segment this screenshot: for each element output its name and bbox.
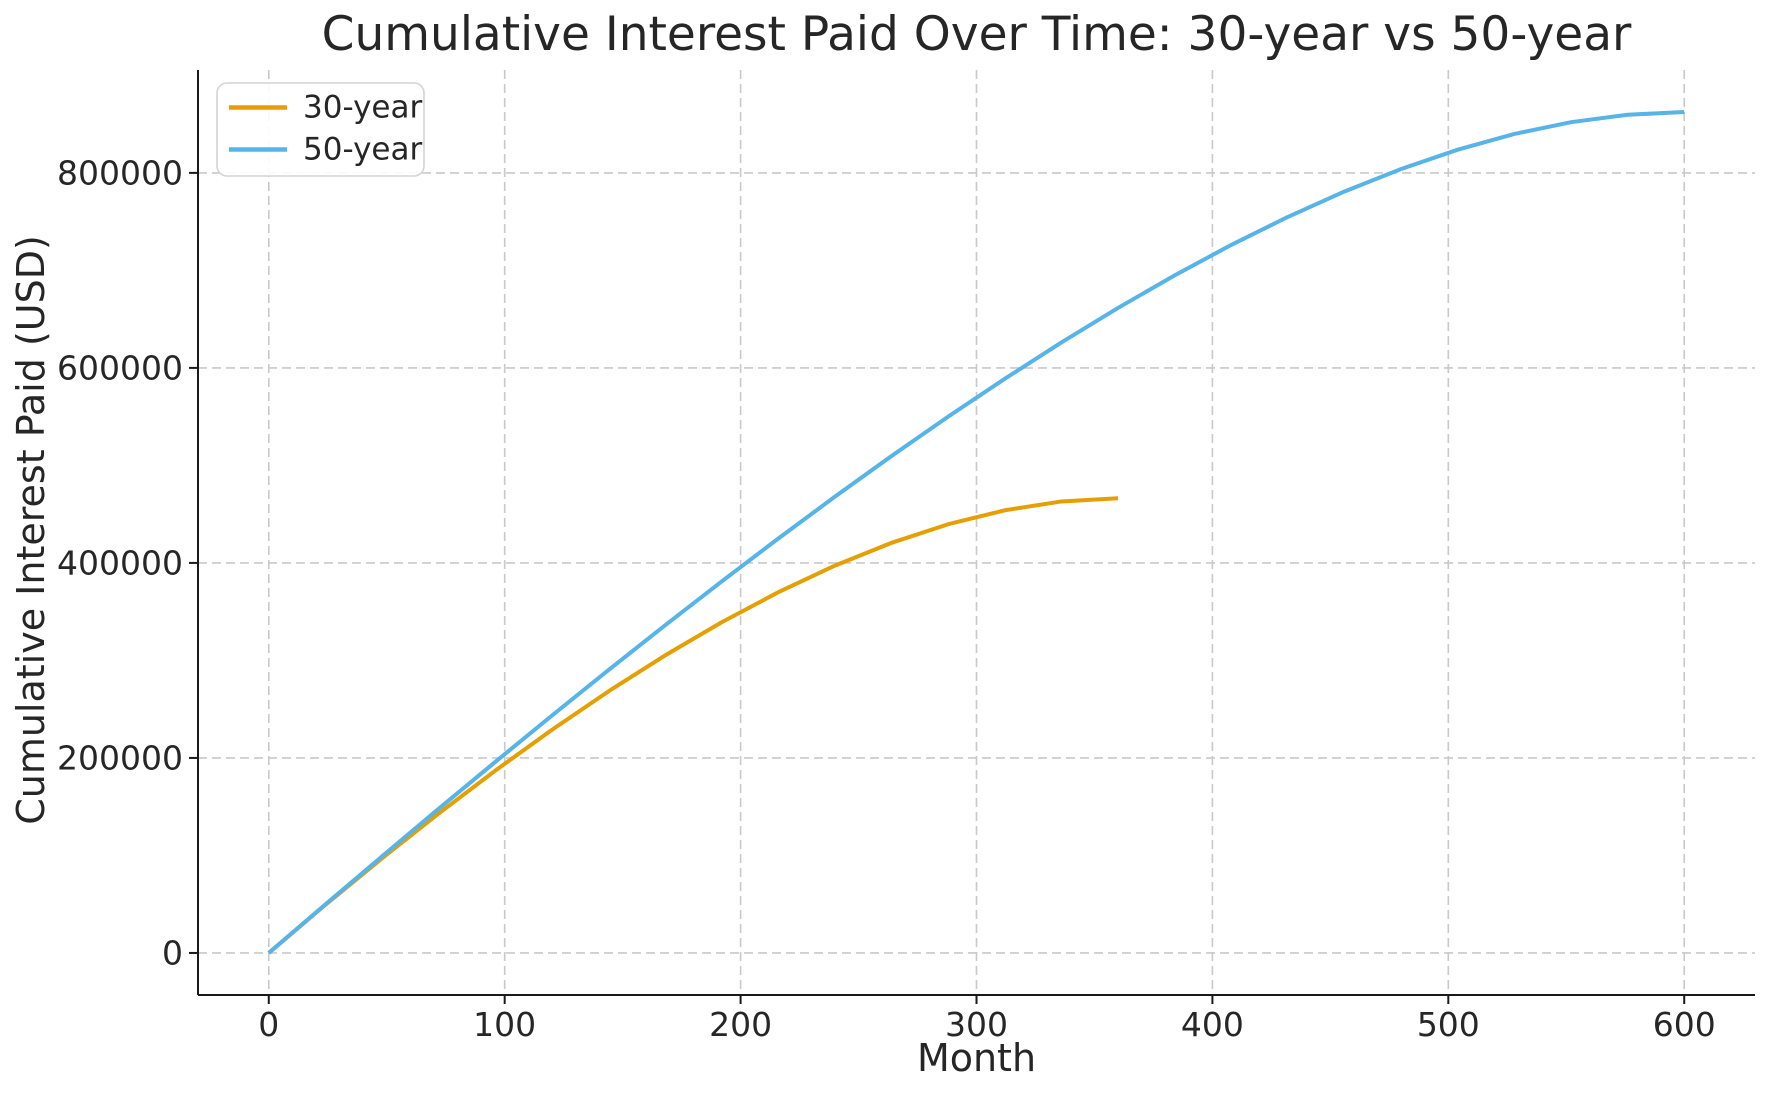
x-tick-label: 0 bbox=[258, 1005, 279, 1044]
series-line-50-year bbox=[267, 110, 1685, 955]
x-tick-label: 600 bbox=[1653, 1005, 1716, 1044]
x-tick-label: 200 bbox=[709, 1005, 772, 1044]
x-tick-label: 400 bbox=[1181, 1005, 1244, 1044]
series-line-30-year bbox=[267, 496, 1119, 955]
legend-label-50-year: 50-year bbox=[303, 132, 423, 168]
legend-label-30-year: 30-year bbox=[303, 90, 423, 126]
y-tick-label: 800000 bbox=[57, 153, 183, 192]
x-tick-label: 500 bbox=[1417, 1005, 1480, 1044]
y-tick-label: 400000 bbox=[57, 543, 183, 582]
x-axis-label: Month bbox=[916, 1036, 1037, 1080]
y-tick-label: 0 bbox=[162, 933, 183, 972]
y-axis-label: Cumulative Interest Paid (USD) bbox=[9, 235, 53, 825]
x-tick-label: 100 bbox=[473, 1005, 536, 1044]
y-tick-label: 600000 bbox=[57, 348, 183, 387]
chart-title: Cumulative Interest Paid Over Time: 30-y… bbox=[321, 7, 1632, 62]
y-tick-label: 200000 bbox=[57, 738, 183, 777]
x-tick-label: 300 bbox=[945, 1005, 1008, 1044]
